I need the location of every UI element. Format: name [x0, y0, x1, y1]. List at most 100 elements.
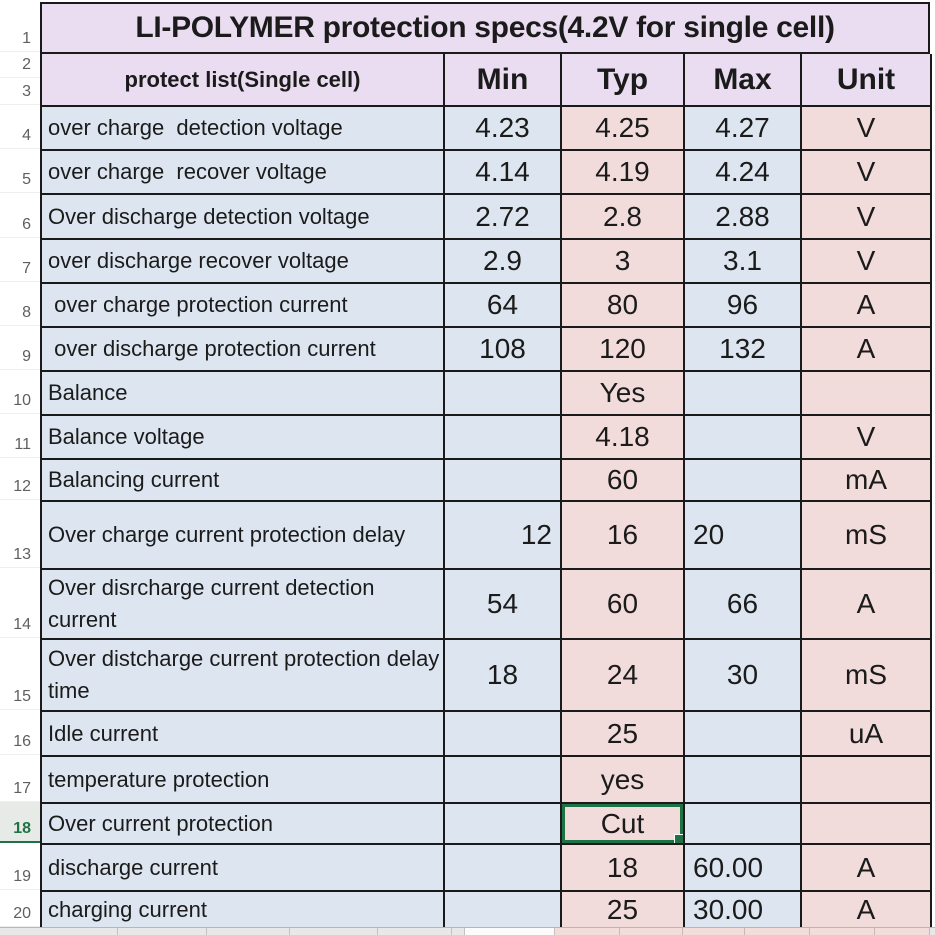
- cell-min[interactable]: 2.9: [445, 240, 562, 284]
- cell-unit[interactable]: mS: [802, 502, 932, 570]
- cell-typ[interactable]: 60: [562, 460, 685, 502]
- row-header-13[interactable]: 13: [0, 500, 40, 568]
- cell-typ[interactable]: 80: [562, 284, 685, 328]
- cell-min[interactable]: [445, 460, 562, 502]
- row-header-11[interactable]: 11: [0, 414, 40, 458]
- row-header-17[interactable]: 17: [0, 755, 40, 802]
- cell-min[interactable]: 64: [445, 284, 562, 328]
- cell-label[interactable]: over charge protection current: [42, 284, 445, 328]
- cell-label[interactable]: over charge recover voltage: [42, 151, 445, 195]
- col-header-max[interactable]: Max: [685, 54, 802, 107]
- sheet-tab[interactable]: [620, 928, 683, 935]
- cell-unit[interactable]: mA: [802, 460, 932, 502]
- cell-max[interactable]: 20: [685, 502, 802, 570]
- cell-typ[interactable]: 4.18: [562, 416, 685, 460]
- selected-cell[interactable]: Cut: [562, 804, 685, 845]
- cell-label[interactable]: Over disrcharge current detection curren…: [42, 570, 445, 640]
- cell-typ[interactable]: 60: [562, 570, 685, 640]
- cell-label[interactable]: Over charge current protection delay: [42, 502, 445, 570]
- cell-min[interactable]: 18: [445, 640, 562, 712]
- cell-max[interactable]: 132: [685, 328, 802, 372]
- cell-unit[interactable]: V: [802, 416, 932, 460]
- row-header-20[interactable]: 20: [0, 890, 40, 927]
- row-header-8[interactable]: 8: [0, 282, 40, 326]
- cell-unit[interactable]: A: [802, 570, 932, 640]
- cell-typ[interactable]: yes: [562, 757, 685, 804]
- col-header-unit[interactable]: Unit: [802, 54, 932, 107]
- cell-max[interactable]: [685, 460, 802, 502]
- cell-min[interactable]: 4.23: [445, 107, 562, 151]
- sheet-tab[interactable]: [290, 928, 378, 935]
- cell-max[interactable]: 4.24: [685, 151, 802, 195]
- sheet-tab[interactable]: [875, 928, 930, 935]
- cell-min[interactable]: 54: [445, 570, 562, 640]
- cell-typ[interactable]: 120: [562, 328, 685, 372]
- cell-max[interactable]: 4.27: [685, 107, 802, 151]
- cell-max[interactable]: [685, 757, 802, 804]
- row-header-1[interactable]: 1: [0, 2, 40, 52]
- row-header-12[interactable]: 12: [0, 458, 40, 500]
- cell-min[interactable]: 12: [445, 502, 562, 570]
- row-header-4[interactable]: 4: [0, 105, 40, 149]
- cell-min[interactable]: [445, 372, 562, 416]
- cell-max[interactable]: [685, 804, 802, 845]
- cell-max[interactable]: 30: [685, 640, 802, 712]
- cell-min[interactable]: 4.14: [445, 151, 562, 195]
- col-header-protect-list[interactable]: protect list(Single cell): [42, 54, 445, 107]
- cell-max[interactable]: 66: [685, 570, 802, 640]
- cell-label[interactable]: over discharge protection current: [42, 328, 445, 372]
- sheet-tab[interactable]: [452, 928, 465, 935]
- col-header-typ[interactable]: Typ: [562, 54, 685, 107]
- cell-max[interactable]: [685, 372, 802, 416]
- cell-unit[interactable]: [802, 757, 932, 804]
- cell-label[interactable]: Idle current: [42, 712, 445, 757]
- sheet-tab[interactable]: [207, 928, 290, 935]
- sheet-tab[interactable]: [930, 928, 935, 935]
- cell-min[interactable]: [445, 416, 562, 460]
- cell-typ[interactable]: 25: [562, 892, 685, 929]
- row-header-14[interactable]: 14: [0, 568, 40, 638]
- cell-typ[interactable]: 24: [562, 640, 685, 712]
- cell-typ[interactable]: 25: [562, 712, 685, 757]
- cell-min[interactable]: 2.72: [445, 195, 562, 240]
- cell-label[interactable]: over discharge recover voltage: [42, 240, 445, 284]
- cell-label[interactable]: charging current: [42, 892, 445, 929]
- sheet-tab[interactable]: [378, 928, 452, 935]
- cell-unit[interactable]: uA: [802, 712, 932, 757]
- cell-label[interactable]: Over distcharge current protection delay…: [42, 640, 445, 712]
- cell-unit[interactable]: [802, 372, 932, 416]
- cell-unit[interactable]: mS: [802, 640, 932, 712]
- cell-typ[interactable]: 16: [562, 502, 685, 570]
- row-header-9[interactable]: 9: [0, 326, 40, 370]
- col-header-min[interactable]: Min: [445, 54, 562, 107]
- cell-unit[interactable]: V: [802, 240, 932, 284]
- cell-min[interactable]: [445, 892, 562, 929]
- row-header-2[interactable]: 2: [0, 52, 40, 78]
- cell-min[interactable]: [445, 845, 562, 892]
- cell-label[interactable]: temperature protection: [42, 757, 445, 804]
- row-header-6[interactable]: 6: [0, 193, 40, 238]
- cell-max[interactable]: 30.00: [685, 892, 802, 929]
- row-header-10[interactable]: 10: [0, 370, 40, 414]
- cell-typ[interactable]: 3: [562, 240, 685, 284]
- cell-typ[interactable]: 4.19: [562, 151, 685, 195]
- cell-max[interactable]: 3.1: [685, 240, 802, 284]
- cell-label[interactable]: Over current protection: [42, 804, 445, 845]
- cell-min[interactable]: 108: [445, 328, 562, 372]
- cell-unit[interactable]: A: [802, 284, 932, 328]
- cell-typ[interactable]: Yes: [562, 372, 685, 416]
- cell-max[interactable]: [685, 416, 802, 460]
- cell-label[interactable]: Over discharge detection voltage: [42, 195, 445, 240]
- cell-label[interactable]: over charge detection voltage: [42, 107, 445, 151]
- cell-max[interactable]: [685, 712, 802, 757]
- sheet-tab[interactable]: [683, 928, 745, 935]
- cell-unit[interactable]: V: [802, 195, 932, 240]
- cell-label[interactable]: Balance voltage: [42, 416, 445, 460]
- sheet-tab-active[interactable]: [465, 928, 555, 935]
- sheet-tab[interactable]: [745, 928, 810, 935]
- row-header-7[interactable]: 7: [0, 238, 40, 282]
- row-header-15[interactable]: 15: [0, 638, 40, 710]
- cell-min[interactable]: [445, 712, 562, 757]
- cell-unit[interactable]: V: [802, 151, 932, 195]
- cell-label[interactable]: discharge current: [42, 845, 445, 892]
